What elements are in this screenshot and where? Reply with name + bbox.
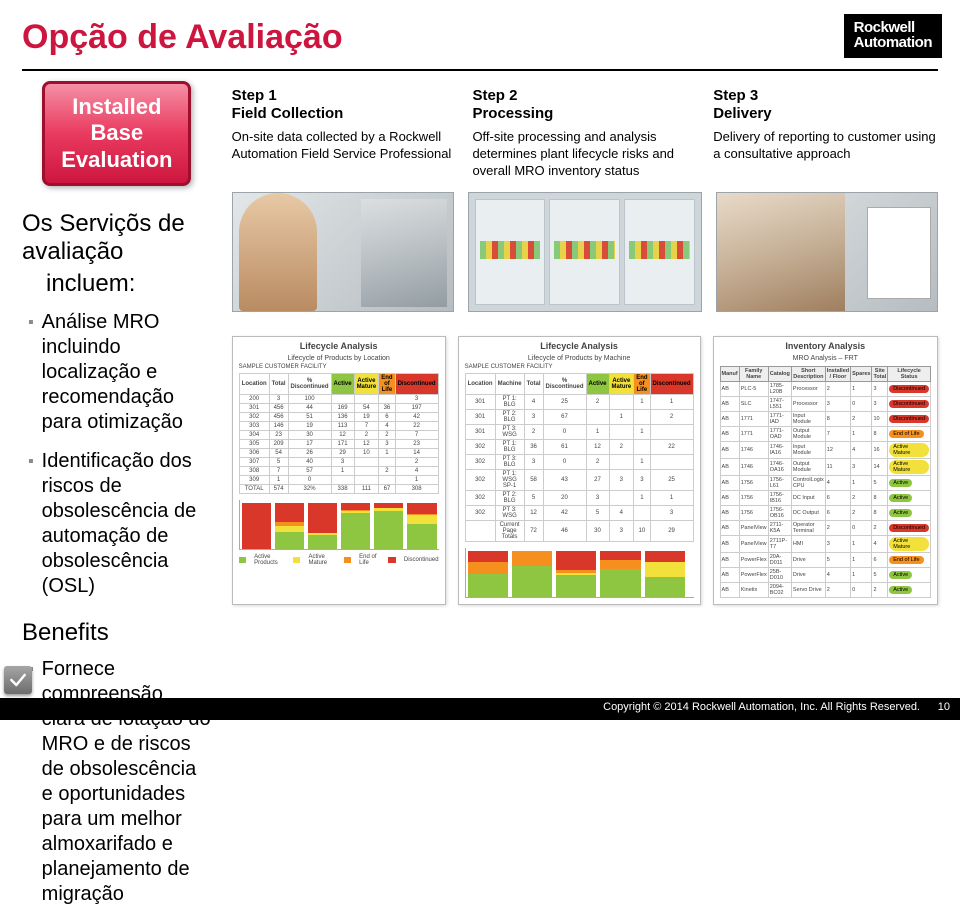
step-3: Step 3 Delivery Delivery of reporting to… — [713, 87, 938, 180]
logo-line2: Automation — [854, 35, 932, 50]
brand-logo: Rockwell Automation — [844, 14, 942, 58]
step-head1: Step 3 — [713, 87, 938, 105]
ibe-box: Installed Base Evaluation — [42, 81, 191, 186]
step-images-row — [232, 192, 938, 312]
bullet-text: Análise MRO incluindo localização e reco… — [42, 310, 212, 435]
sheet1-table: LocationTotal% DiscontinuedActiveActive … — [239, 373, 439, 494]
services-subtitle: Os Serviçõs de avaliação — [22, 210, 212, 266]
sheet-lifecycle-location: Lifecycle Analysis Lifecycle of Products… — [232, 336, 446, 605]
sheet3-sub: MRO Analysis – FRT — [720, 355, 931, 362]
ibe-l3: Evaluation — [61, 147, 172, 173]
bullet-marker-icon: ▪ — [28, 452, 34, 599]
bullet-text: Identificação dos riscos de obsolescênci… — [42, 449, 212, 599]
slide-footer: Copyright © 2014 Rockwell Automation, In… — [0, 698, 960, 720]
step-head2: Processing — [472, 105, 697, 123]
sheet2-table: LocationMachineTotal% DiscontinuedActive… — [465, 373, 694, 542]
sheet1-sub: Lifecycle of Products by Location — [239, 355, 439, 362]
sheet3-table: ManufFamily NameCatalogShort Description… — [720, 366, 931, 598]
slide-title: Opção de Avaliação — [22, 18, 938, 57]
body-row: Installed Base Evaluation Os Serviçõs de… — [22, 81, 938, 921]
incluem: incluem: — [22, 270, 135, 298]
bullet-item: ▪ Identificação dos riscos de obsolescên… — [28, 449, 212, 599]
sheet3-title: Inventory Analysis — [720, 341, 931, 351]
bullet-item: ▪ Fornece compreensão clara de lotação d… — [28, 657, 212, 907]
charts-row: Lifecycle Analysis Lifecycle of Products… — [232, 336, 938, 605]
sheet1-title: Lifecycle Analysis — [239, 341, 439, 351]
ibe-l2: Base — [61, 120, 172, 146]
step3-image — [716, 192, 938, 312]
slide: Rockwell Automation Opção de Avaliação I… — [0, 0, 960, 720]
step-head2: Field Collection — [232, 105, 457, 123]
step-1: Step 1 Field Collection On-site data col… — [232, 87, 457, 180]
ibe-l1: Installed — [61, 94, 172, 120]
left-column: Installed Base Evaluation Os Serviçõs de… — [22, 81, 212, 921]
step-head1: Step 1 — [232, 87, 457, 105]
sheet2-facility: SAMPLE CUSTOMER FACILITY — [465, 364, 694, 370]
steps-row: Step 1 Field Collection On-site data col… — [232, 81, 938, 192]
copyright: Copyright © 2014 Rockwell Automation, In… — [603, 701, 920, 713]
step-2: Step 2 Processing Off-site processing an… — [472, 87, 697, 180]
sheet2-title: Lifecycle Analysis — [465, 341, 694, 351]
bullets-top: ▪ Análise MRO incluindo localização e re… — [22, 310, 212, 613]
check-icon — [4, 666, 32, 694]
sheet1-facility: SAMPLE CUSTOMER FACILITY — [239, 364, 439, 370]
step-head1: Step 2 — [472, 87, 697, 105]
sheet-inventory: Inventory Analysis MRO Analysis – FRT Ma… — [713, 336, 938, 605]
bullet-item: ▪ Análise MRO incluindo localização e re… — [28, 310, 212, 435]
step-body: Off-site processing and analysis determi… — [472, 129, 697, 180]
step-head2: Delivery — [713, 105, 938, 123]
logo-line1: Rockwell — [854, 20, 932, 35]
step-body: On-site data collected by a Rockwell Aut… — [232, 129, 457, 163]
step2-image — [468, 192, 702, 312]
sheet1-legend: Active ProductsActive MatureEnd of LifeD… — [239, 554, 439, 566]
bullet-text: Fornece compreensão clara de lotação do … — [42, 657, 212, 907]
sheet2-barchart — [465, 548, 694, 598]
sheet-lifecycle-machine: Lifecycle Analysis Lifecycle of Products… — [458, 336, 701, 605]
sheet1-barchart — [239, 500, 439, 550]
page-number: 10 — [938, 701, 950, 713]
sheet2-sub: Lifecycle of Products by Machine — [465, 355, 694, 362]
bullet-marker-icon: ▪ — [28, 313, 34, 435]
right-column: Step 1 Field Collection On-site data col… — [232, 81, 938, 921]
benefits-heading: Benefits — [22, 619, 109, 647]
step1-image — [232, 192, 454, 312]
step-body: Delivery of reporting to customer using … — [713, 129, 938, 163]
title-rule — [22, 69, 938, 71]
bullets-benefits: ▪ Fornece compreensão clara de lotação d… — [22, 657, 212, 921]
